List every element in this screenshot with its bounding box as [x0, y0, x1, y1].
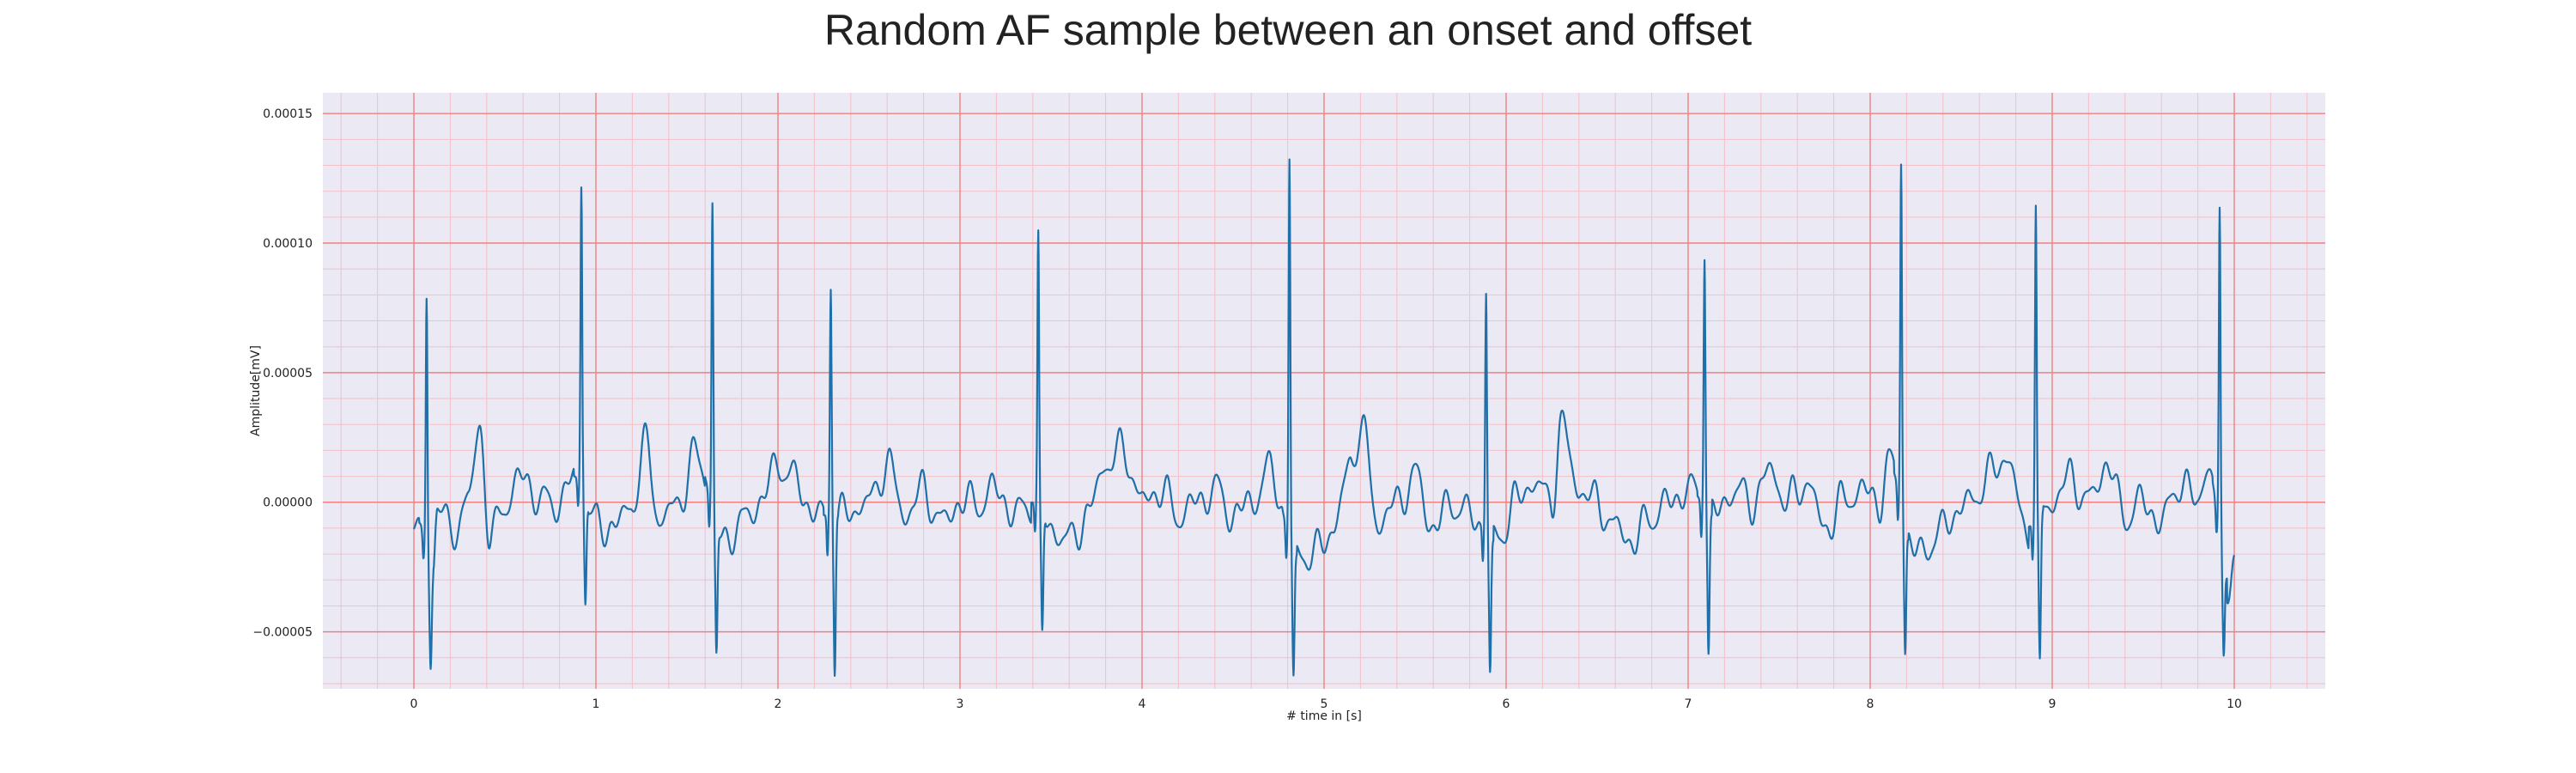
- x-tick-label: 4: [1139, 697, 1146, 711]
- signal-layer: [412, 158, 2236, 678]
- x-tick-label: 0: [410, 697, 418, 711]
- y-tick-label: 0.00005: [263, 367, 313, 380]
- x-tick-label: 6: [1503, 697, 1510, 711]
- y-tick-label: 0.00010: [263, 237, 313, 251]
- x-axis-ticks: 0 1 2 3 4 5 6 7 8 9 10: [410, 697, 2242, 711]
- major-grid: [323, 93, 2325, 689]
- signal-series-line: [412, 158, 2236, 678]
- x-tick-label: 2: [775, 697, 782, 711]
- y-tick-label: 0.00000: [263, 496, 313, 510]
- y-tick-label: 0.00015: [263, 107, 313, 121]
- x-tick-label: 3: [957, 697, 964, 711]
- y-axis-ticks: −0.00005 0.00000 0.00005 0.00010 0.00015: [252, 107, 313, 639]
- x-tick-label: 10: [2227, 697, 2242, 711]
- y-axis-label: Amplitude[mV]: [249, 345, 263, 436]
- x-tick-label: 5: [1321, 697, 1328, 711]
- x-tick-label: 1: [592, 697, 600, 711]
- y-tick-label: −0.00005: [252, 626, 313, 640]
- x-tick-label: 7: [1685, 697, 1692, 711]
- chart-title: Random AF sample between an onset and of…: [824, 6, 1752, 54]
- x-tick-label: 9: [2049, 697, 2057, 711]
- x-tick-label: 8: [1867, 697, 1874, 711]
- x-axis-label: # time in [s]: [1286, 709, 1362, 723]
